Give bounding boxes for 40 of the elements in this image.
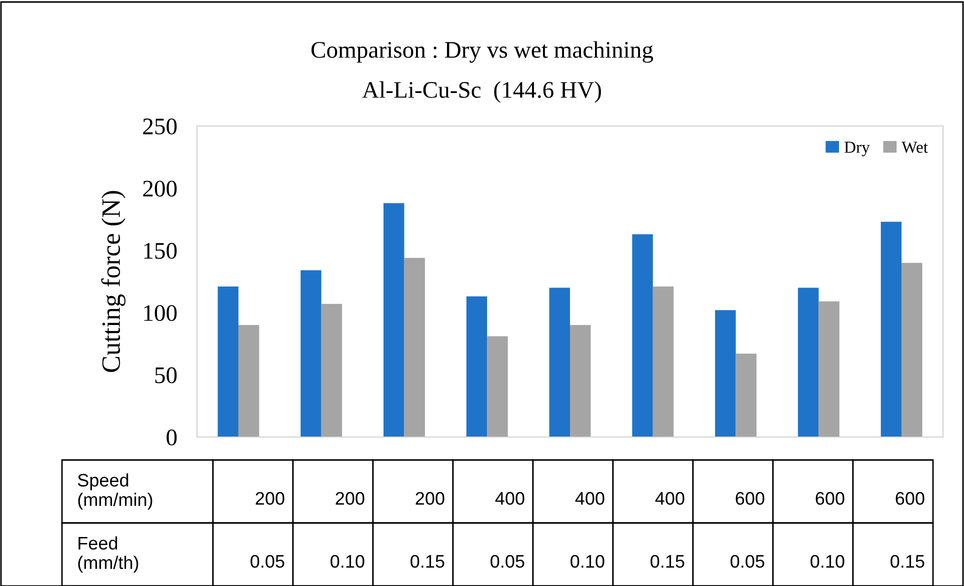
category-label: 600 0.05 — [730, 492, 764, 568]
text: Feed (mm/th) — [78, 536, 138, 573]
bar — [880, 222, 902, 437]
legend-label: Wet — [902, 142, 928, 153]
bar — [632, 234, 653, 437]
bar — [902, 262, 922, 437]
y-tick-label: 50 — [155, 367, 177, 384]
category-label: 400 0.05 — [490, 492, 524, 568]
category-label: 200 0.15 — [410, 492, 444, 568]
bar — [238, 325, 260, 437]
category-label: 400 0.15 — [650, 492, 684, 568]
bar — [466, 296, 488, 437]
text: Speed (mm/min) — [78, 473, 152, 510]
category-label: 200 0.05 — [250, 492, 284, 568]
bar — [300, 270, 322, 437]
bar — [321, 304, 342, 437]
chart-title: Comparison : Dry vs wet machining — [311, 41, 654, 63]
category-label: 600 0.10 — [810, 492, 844, 568]
bar — [798, 288, 819, 437]
category-label: 600 0.15 — [890, 492, 924, 568]
bar — [652, 286, 674, 437]
y-tick-label: 250 — [143, 118, 177, 134]
y-tick-label: 150 — [144, 242, 177, 259]
bar — [549, 288, 570, 437]
y-tick-label: 200 — [143, 180, 177, 197]
bar — [384, 203, 404, 437]
chart-subtitle: Al-Li-Cu-Sc (144.6 HV) — [362, 81, 601, 103]
bar — [715, 310, 736, 437]
bar — [404, 258, 425, 437]
y-tick-label: 0 — [166, 429, 177, 446]
bar — [487, 336, 508, 437]
category-label: 400 0.10 — [570, 492, 604, 568]
legend-label: Dry — [844, 142, 870, 156]
bar — [818, 301, 840, 437]
bar — [736, 354, 756, 437]
bar — [570, 325, 591, 437]
y-axis-title: Cutting force (N) — [101, 191, 126, 372]
category-label: 200 0.10 — [330, 492, 364, 568]
bar — [218, 286, 238, 437]
y-tick-label: 100 — [144, 305, 177, 322]
